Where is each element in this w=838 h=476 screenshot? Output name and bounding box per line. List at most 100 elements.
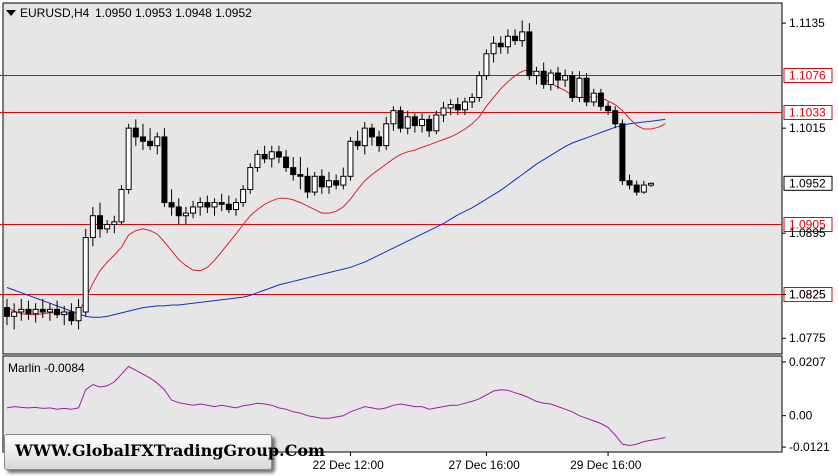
current-price-label: 1.0952 [789,176,826,190]
bear-candle [4,307,10,317]
current-price-box [783,175,833,191]
bull-candle [340,175,347,186]
bull-candle [82,237,89,313]
price-tick-label: 1.1135 [789,16,825,30]
bull-candle [118,188,125,223]
bear-candle [25,308,32,315]
bull-candle [383,123,390,147]
bear-candle [569,75,576,99]
bull-candle [211,202,218,208]
osc-tick-label: 0.0207 [789,355,826,369]
bull-candle [469,97,476,103]
bear-candle [225,203,232,211]
bear-candle [454,104,461,111]
watermark-badge: WWW.GlobalFXTradingGroup.Com [4,434,325,470]
osc-tick-label: 0.00 [789,409,813,423]
bull-candle [547,72,554,85]
bull-candle [404,116,411,129]
level-label-box [783,105,833,120]
bear-candle [426,118,433,132]
symbol-menu-triangle-icon[interactable] [6,10,16,16]
bear-candle [204,202,211,208]
bear-candle [304,175,311,193]
level-label-box [783,68,833,83]
moving-averages [6,68,666,318]
bear-candle [376,136,383,147]
oscillator: 0.0207 0.00 -0.0121 [6,355,830,454]
price-panel-background [2,2,783,355]
bear-candle [554,72,561,81]
bear-candle [411,116,418,127]
bull-candle [89,215,96,239]
bear-candle [597,92,604,107]
bull-candle [32,308,39,315]
level-label: 1.1076 [789,69,826,83]
bear-candle [275,151,282,158]
bear-candle [147,140,154,147]
bear-candle [97,215,104,230]
bull-candle [476,75,483,99]
level-label: 1.0905 [789,218,826,232]
bull-candle [519,31,526,42]
bull-candle [533,70,540,77]
bear-candle [168,202,175,208]
bear-candle [368,127,375,138]
bull-candle [18,308,25,313]
bull-candle [268,151,275,160]
bull-candle [433,114,440,132]
bull-candle [390,110,397,125]
level-label: 1.1033 [789,106,826,120]
bear-candle [132,127,139,138]
bear-candle [619,123,626,182]
level-label-box [783,217,833,232]
bear-candle [297,174,304,177]
bull-candle [461,101,468,111]
bull-candle [254,153,261,169]
bear-candle [161,136,168,204]
bull-candle [640,184,647,193]
bull-candle [447,104,454,109]
ma-fast-line [6,68,666,316]
price-tick-label: 1.0825 [789,287,826,301]
oscillator-line [6,365,666,447]
bear-candle [612,110,619,125]
bear-candle [283,156,290,169]
bear-candle [68,311,75,322]
indicator-label: Marlin -0.0084 [8,361,85,375]
bull-candle [648,182,654,186]
bear-candle [626,180,633,186]
time-tick-label: 29 Dec 16:00 [570,458,642,472]
bear-candle [318,175,325,188]
ohlc-readout: 1.0950 1.0953 1.0948 1.0952 [95,6,252,20]
bull-candle [46,308,53,313]
bear-candle [175,206,182,217]
bull-candle [247,167,254,190]
bear-candle [218,202,225,205]
bull-candle [111,221,118,225]
bull-candle [490,42,497,55]
bull-candle [326,180,332,188]
bull-candle [361,127,368,147]
bear-candle [397,110,404,129]
price-axis: 1.1135 1.1015 1.0895 1.0825 1.0775 1.0952 [782,16,833,345]
symbol-label: EURUSD,H4 [20,6,90,20]
time-tick-label: 22 Dec 12:00 [312,458,384,472]
bear-candle [354,140,361,147]
bull-candle [440,107,447,116]
bull-candle [125,127,132,190]
bear-candle [39,308,46,313]
watermark-text: WWW.GlobalFXTradingGroup.Com [15,441,325,460]
bull-candle [590,92,597,103]
bull-candle [11,311,18,317]
bear-candle [290,167,297,176]
bull-candle [483,53,490,77]
candlesticks [4,20,654,330]
bear-candle [139,136,146,142]
bull-candle [347,140,354,177]
bull-candle [562,75,569,81]
bull-candle [104,223,111,230]
bull-candle [182,212,189,217]
bull-candle [61,311,68,316]
bear-candle [54,308,61,316]
bear-candle [512,35,519,42]
